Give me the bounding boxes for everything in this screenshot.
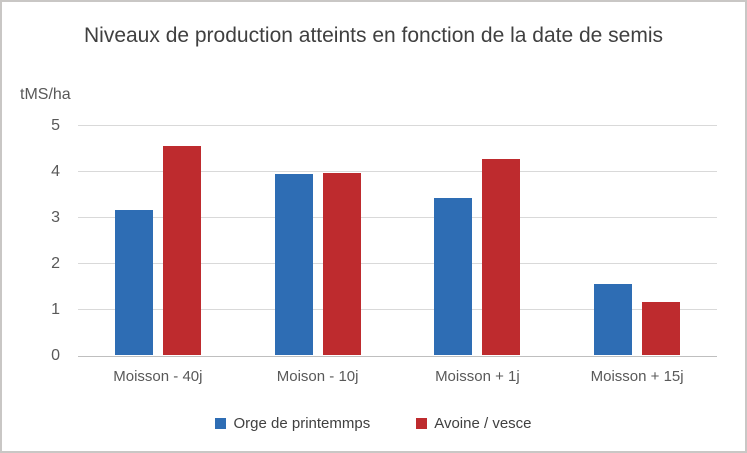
x-category-label: Moisson + 1j	[435, 368, 520, 385]
bar-series-1-category-3	[642, 302, 680, 355]
x-category-label: Moisson + 15j	[590, 368, 684, 385]
gridline	[78, 309, 717, 310]
y-tick-label: 1	[51, 301, 60, 318]
gridline	[78, 263, 717, 264]
y-tick-label: 3	[51, 209, 60, 226]
legend-swatch	[215, 418, 227, 429]
legend-label: Avoine / vesce	[434, 415, 532, 432]
bar-series-0-category-2	[434, 198, 472, 355]
legend-swatch	[416, 418, 428, 429]
legend-label: Orge de printemmps	[233, 415, 371, 432]
y-tick-label: 4	[51, 163, 60, 180]
y-tick-label: 2	[51, 255, 60, 272]
gridline	[78, 217, 717, 218]
gridline	[78, 171, 717, 172]
gridline	[78, 125, 717, 126]
bar-series-0-category-0	[115, 210, 153, 355]
x-axis-line	[78, 356, 717, 357]
bar-series-1-category-0	[163, 146, 201, 355]
plot-area	[78, 125, 717, 357]
y-tick-label: 0	[51, 347, 60, 364]
y-tick-label: 5	[51, 117, 60, 134]
x-category-label: Moisson - 40j	[113, 368, 203, 385]
legend-item-1: Avoine / vesce	[416, 415, 532, 432]
legend: Orge de printemmps Avoine / vesce	[2, 415, 745, 432]
legend-item-0: Orge de printemmps	[215, 415, 370, 432]
bar-series-0-category-1	[275, 174, 313, 355]
bar-series-1-category-2	[482, 159, 520, 355]
bar-series-0-category-3	[594, 284, 632, 355]
chart-title: Niveaux de production atteints en foncti…	[83, 24, 664, 47]
bar-series-1-category-1	[323, 173, 361, 355]
x-category-label: Moison - 10j	[276, 368, 359, 385]
y-axis-unit-label: tMS/ha	[20, 86, 71, 103]
